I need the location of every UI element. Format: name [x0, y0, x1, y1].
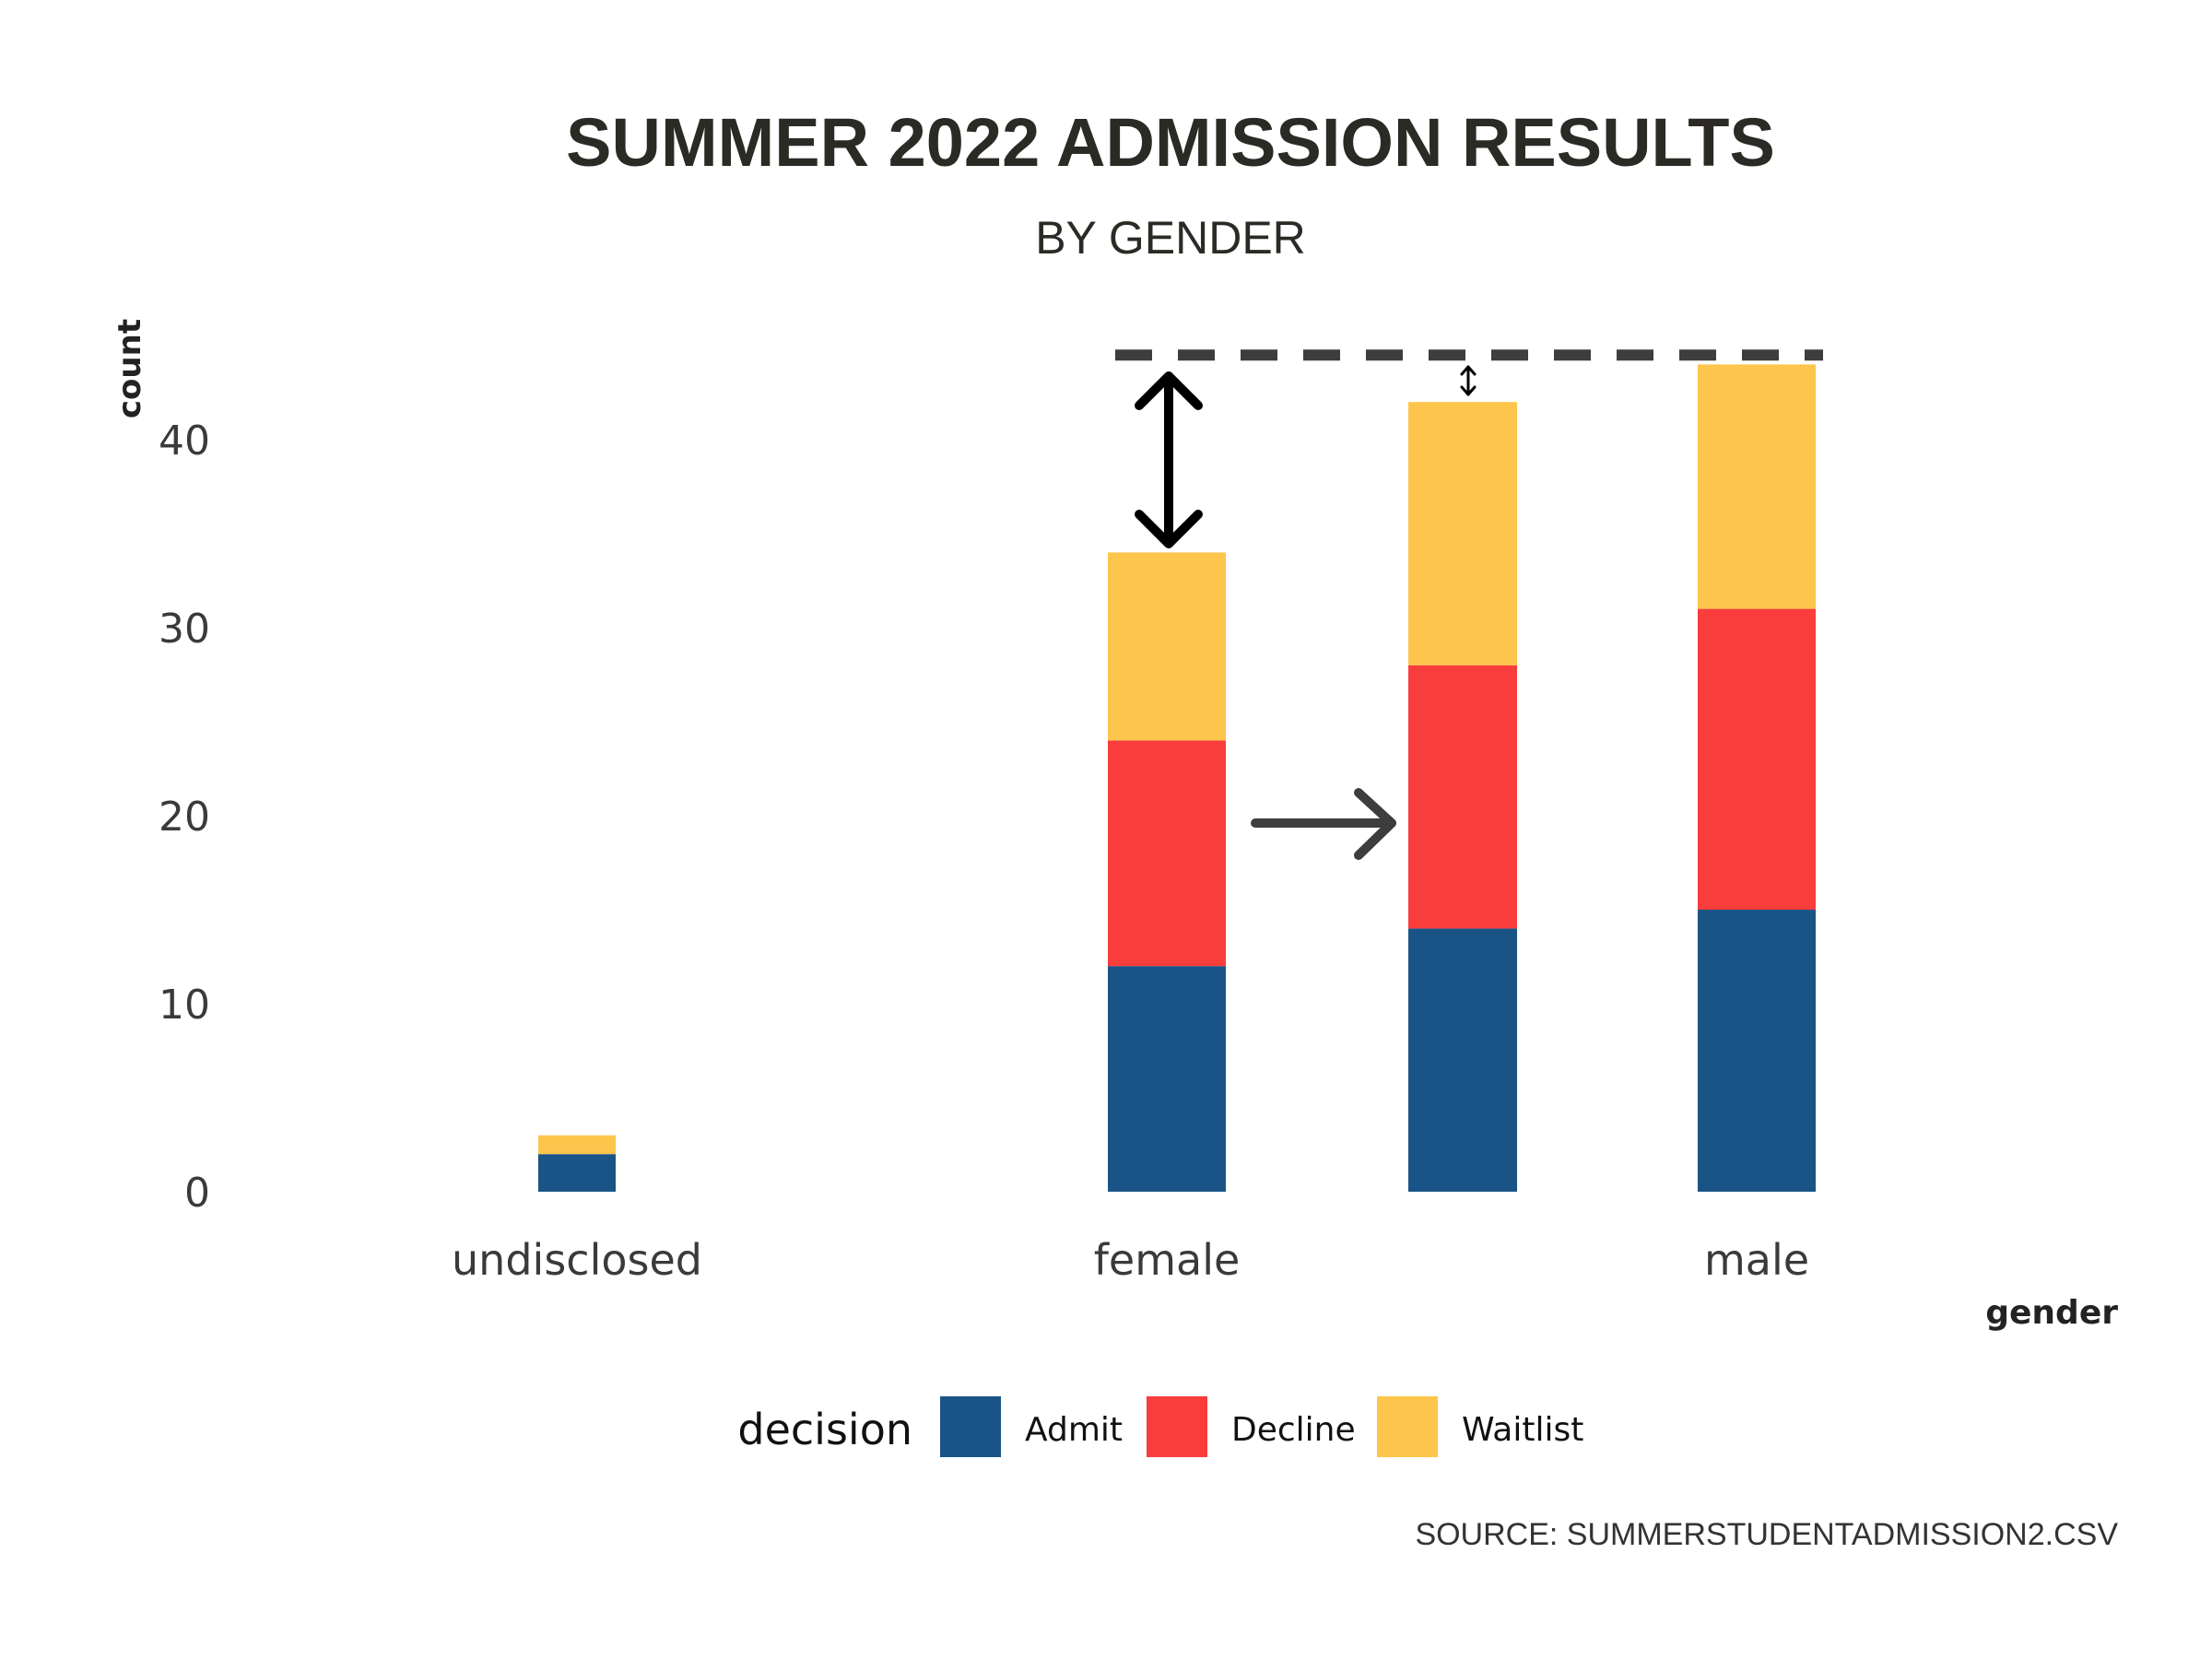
legend-label-admit: Admit: [1025, 1411, 1123, 1449]
y-tick-label: 40: [159, 418, 210, 465]
small-gap-arrow: [1460, 365, 1477, 396]
chart-title: SUMMER 2022 ADMISSION RESULTS: [566, 104, 1775, 181]
legend-label-decline: Decline: [1231, 1411, 1356, 1449]
bar-undisclosed-waitlist: [538, 1135, 616, 1155]
bar-comparison-waitlist: [1408, 402, 1517, 665]
x-axis-title: gender: [1985, 1294, 2118, 1332]
y-axis-ticks: 0 10 20 30 40: [159, 418, 210, 1217]
legend-title: decision: [737, 1405, 912, 1454]
right-arrow: [1251, 788, 1396, 860]
legend-swatch-waitlist: [1377, 1396, 1438, 1457]
y-axis-title: count: [112, 319, 148, 418]
bar-female-waitlist: [1108, 552, 1226, 741]
y-tick-label: 0: [184, 1170, 210, 1217]
y-tick-label: 20: [159, 794, 210, 841]
y-tick-label: 10: [159, 982, 210, 1029]
bar-undisclosed-admit: [538, 1154, 616, 1192]
source-note: SOURCE: SUMMERSTUDENTADMISSION2.CSV: [1415, 1517, 2118, 1552]
legend: decision Admit Decline Waitlist: [737, 1396, 1583, 1457]
bar-female-admit: [1108, 966, 1226, 1192]
bar-male-admit: [1698, 910, 1816, 1192]
bar-male-decline: [1698, 608, 1816, 910]
x-tick-label-undisclosed: undisclosed: [452, 1235, 702, 1285]
legend-swatch-decline: [1147, 1396, 1207, 1457]
bar-comparison-decline: [1408, 665, 1517, 929]
bar-male-waitlist: [1698, 364, 1816, 609]
legend-label-waitlist: Waitlist: [1462, 1411, 1583, 1449]
gap-double-arrow: [1135, 371, 1203, 548]
legend-swatch-admit: [940, 1396, 1001, 1457]
bars: [538, 364, 1816, 1192]
bar-comparison-admit: [1408, 928, 1517, 1192]
x-axis-ticks: undisclosed female male: [452, 1235, 1809, 1285]
bar-female-decline: [1108, 740, 1226, 967]
chart-subtitle: BY GENDER: [1035, 212, 1306, 264]
x-tick-label-female: female: [1094, 1235, 1241, 1285]
y-tick-label: 30: [159, 606, 210, 653]
x-tick-label-male: male: [1704, 1235, 1809, 1285]
